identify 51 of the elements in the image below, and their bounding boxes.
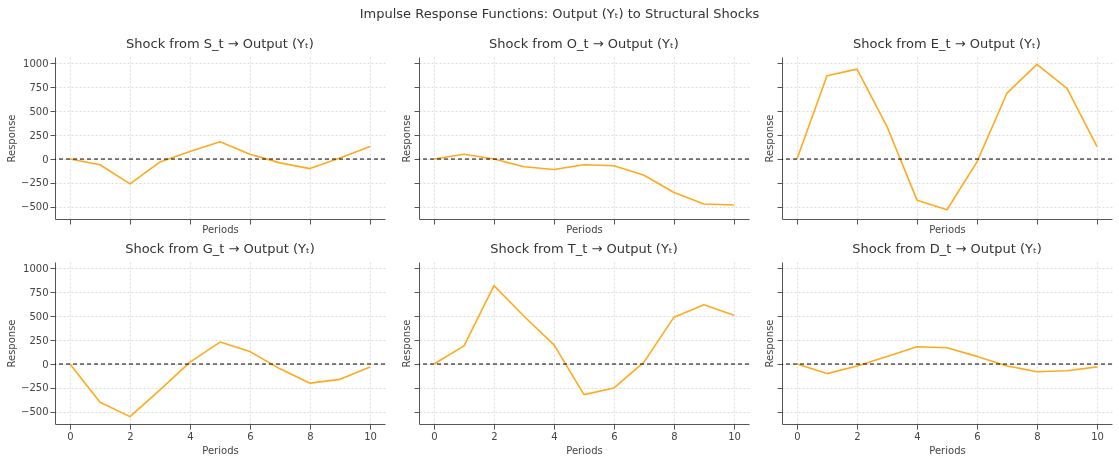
y-tick-label: 500 bbox=[29, 310, 49, 322]
chart-title: Shock from D_t → Output (Yₜ) bbox=[852, 241, 1042, 256]
x-axis-title: Periods bbox=[929, 224, 966, 235]
y-tick-label: 500 bbox=[29, 105, 49, 117]
x-tick-label: 4 bbox=[551, 430, 558, 442]
y-tick-label: 750 bbox=[29, 81, 49, 93]
x-tick-label: 6 bbox=[247, 430, 254, 442]
y-axis-title: Response bbox=[6, 319, 18, 368]
y-tick-label: 1000 bbox=[23, 262, 49, 274]
y-tick-label: −250 bbox=[21, 177, 49, 189]
y-tick-label: 0 bbox=[42, 153, 49, 165]
y-axis-title: Response bbox=[401, 319, 412, 368]
text: Impulse Response Functions: Output (Yₜ) to Structural Shocks bbox=[358, 6, 761, 21]
x-tick-label: 8 bbox=[1034, 430, 1041, 442]
x-tick-label: 4 bbox=[914, 430, 921, 442]
chart-title: Shock from O_t → Output (Yₜ) bbox=[489, 36, 679, 51]
y-axis-title: Response bbox=[401, 114, 412, 163]
x-axis-title: Periods bbox=[929, 444, 966, 456]
chart-title: Shock from T_t → Output (Yₜ) bbox=[490, 241, 678, 256]
chart-title: Shock from G_t → Output (Yₜ) bbox=[125, 241, 315, 256]
x-axis-title: Periods bbox=[202, 444, 239, 456]
x-tick-label: 2 bbox=[491, 430, 498, 442]
y-tick-label: −250 bbox=[21, 382, 49, 394]
y-axis-title: Response bbox=[764, 319, 775, 368]
x-tick-label: 10 bbox=[728, 430, 741, 442]
y-tick-label: −500 bbox=[21, 406, 49, 418]
x-axis-title: Periods bbox=[566, 224, 603, 235]
y-axis-title: Response bbox=[764, 114, 775, 163]
y-tick-label: 0 bbox=[42, 358, 49, 370]
y-tick-label: 750 bbox=[29, 286, 49, 298]
x-axis-title: Periods bbox=[202, 224, 239, 235]
y-tick-label: 250 bbox=[29, 129, 49, 141]
y-tick-label: −500 bbox=[21, 201, 49, 213]
x-tick-label: 2 bbox=[127, 430, 134, 442]
x-tick-label: 6 bbox=[974, 430, 981, 442]
x-tick-label: 8 bbox=[307, 430, 314, 442]
y-tick-label: 250 bbox=[29, 334, 49, 346]
chart-title: Shock from S_t → Output (Yₜ) bbox=[126, 36, 314, 51]
x-tick-label: 8 bbox=[671, 430, 678, 442]
x-tick-label: 6 bbox=[611, 430, 618, 442]
x-tick-label: 0 bbox=[431, 430, 438, 442]
y-axis-title: Response bbox=[6, 114, 18, 163]
x-tick-label: 4 bbox=[187, 430, 194, 442]
x-tick-label: 10 bbox=[1091, 430, 1104, 442]
x-tick-label: 0 bbox=[794, 430, 801, 442]
x-tick-label: 10 bbox=[364, 430, 377, 442]
y-tick-label: 1000 bbox=[23, 57, 49, 69]
x-tick-label: 2 bbox=[854, 430, 861, 442]
x-tick-label: 0 bbox=[67, 430, 74, 442]
x-axis-title: Periods bbox=[566, 444, 603, 456]
chart-title: Shock from E_t → Output (Yₜ) bbox=[853, 36, 1041, 51]
